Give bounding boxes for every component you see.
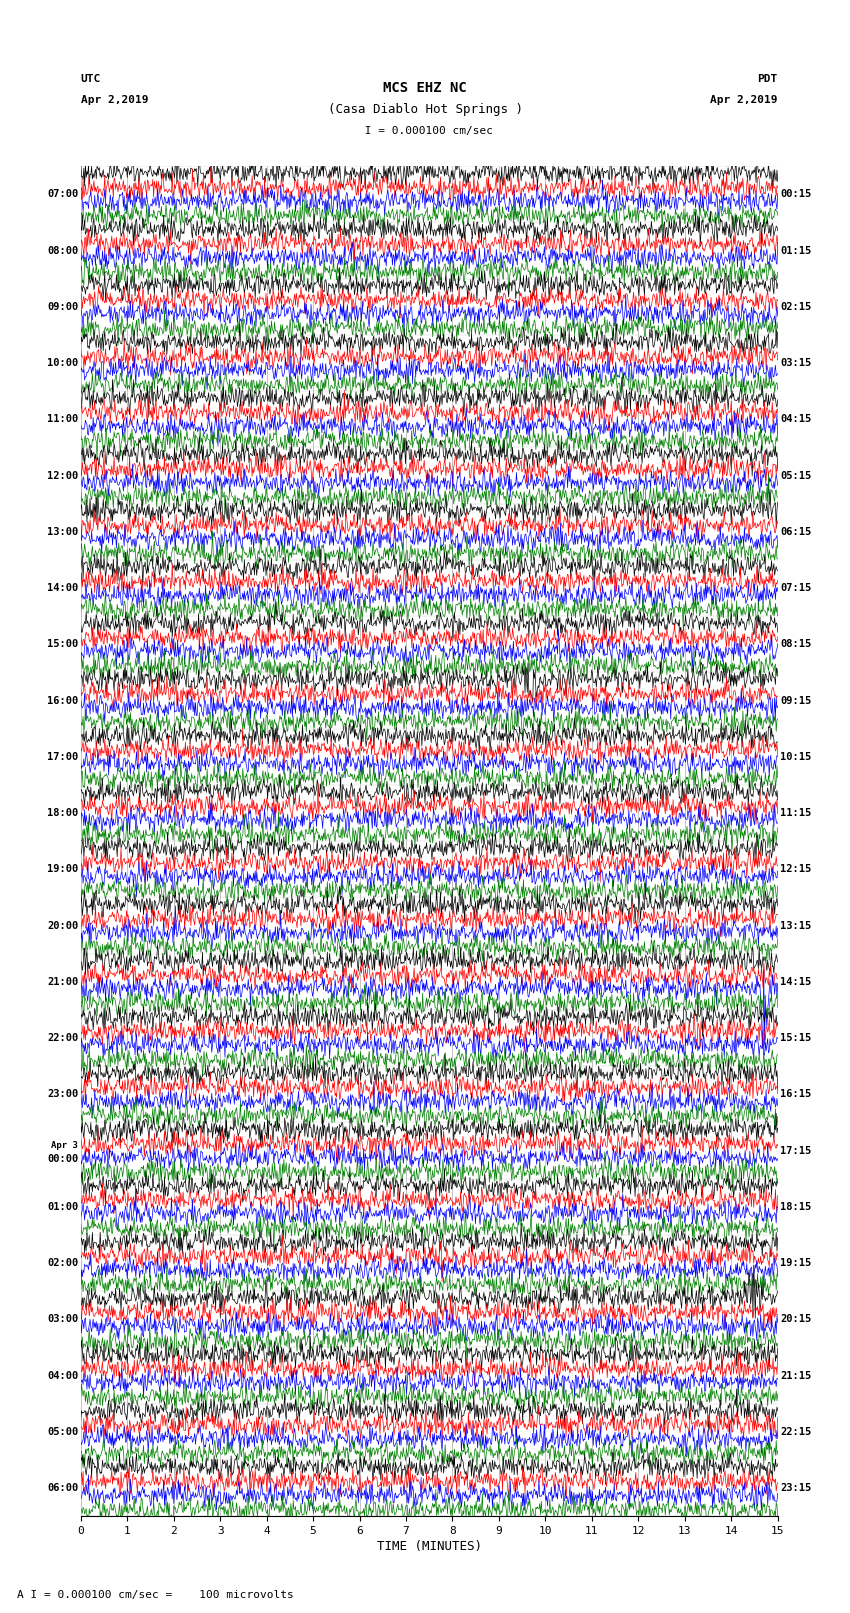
Text: 06:15: 06:15 bbox=[780, 527, 812, 537]
Text: 08:15: 08:15 bbox=[780, 639, 812, 650]
Text: 20:00: 20:00 bbox=[47, 921, 78, 931]
Text: 06:00: 06:00 bbox=[47, 1482, 78, 1494]
Text: 19:15: 19:15 bbox=[780, 1258, 812, 1268]
Text: 03:15: 03:15 bbox=[780, 358, 812, 368]
Text: 04:00: 04:00 bbox=[47, 1371, 78, 1381]
Text: 13:00: 13:00 bbox=[47, 527, 78, 537]
Text: 18:15: 18:15 bbox=[780, 1202, 812, 1211]
Text: Apr 3: Apr 3 bbox=[51, 1142, 78, 1150]
Text: 01:15: 01:15 bbox=[780, 245, 812, 255]
Text: 21:00: 21:00 bbox=[47, 977, 78, 987]
Text: 05:00: 05:00 bbox=[47, 1428, 78, 1437]
Text: MCS EHZ NC: MCS EHZ NC bbox=[383, 81, 467, 95]
Text: 18:00: 18:00 bbox=[47, 808, 78, 818]
Text: 17:15: 17:15 bbox=[780, 1145, 812, 1155]
Text: I = 0.000100 cm/sec: I = 0.000100 cm/sec bbox=[358, 126, 492, 135]
Text: 19:00: 19:00 bbox=[47, 865, 78, 874]
Text: A I = 0.000100 cm/sec =    100 microvolts: A I = 0.000100 cm/sec = 100 microvolts bbox=[17, 1590, 294, 1600]
Text: 23:00: 23:00 bbox=[47, 1089, 78, 1100]
Text: 08:00: 08:00 bbox=[47, 245, 78, 255]
Text: 11:15: 11:15 bbox=[780, 808, 812, 818]
Text: 04:15: 04:15 bbox=[780, 415, 812, 424]
X-axis label: TIME (MINUTES): TIME (MINUTES) bbox=[377, 1540, 482, 1553]
Text: 02:15: 02:15 bbox=[780, 302, 812, 311]
Text: 14:00: 14:00 bbox=[47, 582, 78, 594]
Text: 05:15: 05:15 bbox=[780, 471, 812, 481]
Text: 10:15: 10:15 bbox=[780, 752, 812, 761]
Text: 09:00: 09:00 bbox=[47, 302, 78, 311]
Text: 03:00: 03:00 bbox=[47, 1315, 78, 1324]
Text: 07:00: 07:00 bbox=[47, 189, 78, 200]
Text: 17:00: 17:00 bbox=[47, 752, 78, 761]
Text: 23:15: 23:15 bbox=[780, 1482, 812, 1494]
Text: 22:15: 22:15 bbox=[780, 1428, 812, 1437]
Text: 16:15: 16:15 bbox=[780, 1089, 812, 1100]
Text: 00:00: 00:00 bbox=[47, 1153, 78, 1163]
Text: 15:15: 15:15 bbox=[780, 1032, 812, 1044]
Text: 12:15: 12:15 bbox=[780, 865, 812, 874]
Text: UTC: UTC bbox=[81, 74, 101, 84]
Text: Apr 2,2019: Apr 2,2019 bbox=[711, 95, 778, 105]
Text: 12:00: 12:00 bbox=[47, 471, 78, 481]
Text: 21:15: 21:15 bbox=[780, 1371, 812, 1381]
Text: 11:00: 11:00 bbox=[47, 415, 78, 424]
Text: 15:00: 15:00 bbox=[47, 639, 78, 650]
Text: 20:15: 20:15 bbox=[780, 1315, 812, 1324]
Text: 01:00: 01:00 bbox=[47, 1202, 78, 1211]
Text: 10:00: 10:00 bbox=[47, 358, 78, 368]
Text: 13:15: 13:15 bbox=[780, 921, 812, 931]
Text: Apr 2,2019: Apr 2,2019 bbox=[81, 95, 148, 105]
Text: (Casa Diablo Hot Springs ): (Casa Diablo Hot Springs ) bbox=[327, 103, 523, 116]
Text: 02:00: 02:00 bbox=[47, 1258, 78, 1268]
Text: 00:15: 00:15 bbox=[780, 189, 812, 200]
Text: 16:00: 16:00 bbox=[47, 695, 78, 705]
Text: 07:15: 07:15 bbox=[780, 582, 812, 594]
Text: 14:15: 14:15 bbox=[780, 977, 812, 987]
Text: 09:15: 09:15 bbox=[780, 695, 812, 705]
Text: 22:00: 22:00 bbox=[47, 1032, 78, 1044]
Text: PDT: PDT bbox=[757, 74, 778, 84]
